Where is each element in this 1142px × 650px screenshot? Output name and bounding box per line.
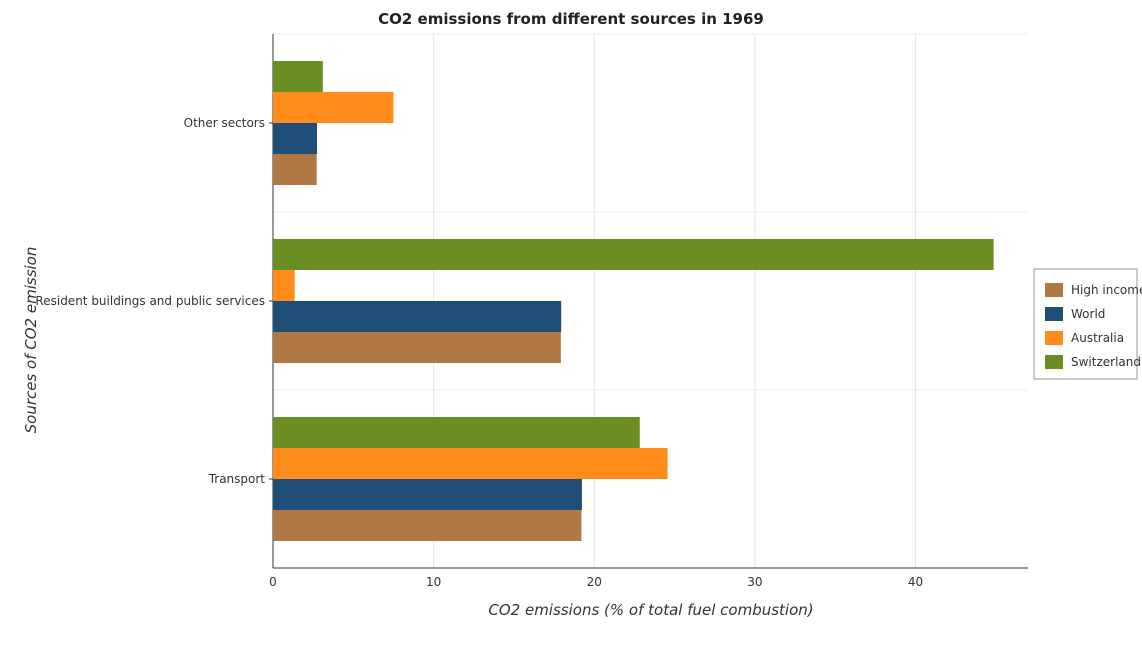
x-tick-label: 0 bbox=[269, 575, 277, 589]
legend-swatch-high-income bbox=[1045, 283, 1063, 297]
bar-switzerland-resident-buildings-and-public-services bbox=[273, 239, 994, 270]
bar-world-transport bbox=[273, 479, 582, 510]
bar-australia-resident-buildings-and-public-services bbox=[273, 270, 295, 301]
legend-swatch-switzerland bbox=[1045, 355, 1063, 369]
bar-switzerland-transport bbox=[273, 417, 640, 448]
legend-label-switzerland: Switzerland bbox=[1071, 355, 1141, 369]
y-axis-label: Sources of CO2 emission bbox=[22, 247, 40, 434]
x-axis-label: CO2 emissions (% of total fuel combustio… bbox=[488, 601, 813, 619]
y-tick-label: Transport bbox=[208, 472, 266, 486]
bar-high-income-transport bbox=[273, 510, 582, 541]
bar-world-other-sectors bbox=[273, 123, 318, 154]
bar-australia-other-sectors bbox=[273, 92, 394, 123]
x-tick-label: 20 bbox=[587, 575, 602, 589]
legend-swatch-world bbox=[1045, 307, 1063, 321]
plot-area: 0 10 20 30 40 Other sectors Resident buildings… bbox=[35, 33, 1028, 589]
bar-world-resident-buildings-and-public-services bbox=[273, 301, 562, 332]
x-tick-label: 10 bbox=[426, 575, 441, 589]
chart-title: CO2 emissions from different sources in … bbox=[378, 10, 764, 28]
legend-label-australia: Australia bbox=[1071, 331, 1124, 345]
x-tick-label: 40 bbox=[908, 575, 923, 589]
y-tick-label: Other sectors bbox=[184, 116, 265, 130]
legend: High income World Australia Switzerland bbox=[1033, 268, 1142, 380]
bar-high-income-other-sectors bbox=[273, 154, 317, 185]
legend-label-world: World bbox=[1071, 307, 1105, 321]
bar-australia-transport bbox=[273, 448, 668, 479]
bar-switzerland-other-sectors bbox=[273, 61, 323, 92]
bar-high-income-resident-buildings-and-public-services bbox=[273, 332, 561, 363]
legend-swatch-australia bbox=[1045, 331, 1063, 345]
y-tick-label: Resident buildings and public services bbox=[35, 294, 265, 308]
x-tick-label: 30 bbox=[747, 575, 762, 589]
legend-label-high-income: High income bbox=[1071, 283, 1142, 297]
